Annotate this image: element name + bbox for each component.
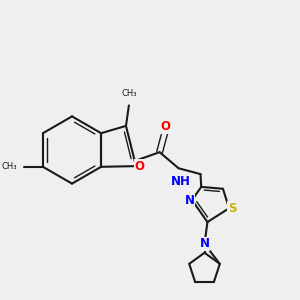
Text: N: N xyxy=(200,238,209,250)
Text: N: N xyxy=(185,194,195,206)
Text: O: O xyxy=(160,120,170,133)
Text: CH₃: CH₃ xyxy=(121,89,137,98)
Text: CH₃: CH₃ xyxy=(1,162,16,171)
Text: O: O xyxy=(134,160,144,172)
Text: NH: NH xyxy=(171,175,190,188)
Text: S: S xyxy=(228,202,236,215)
